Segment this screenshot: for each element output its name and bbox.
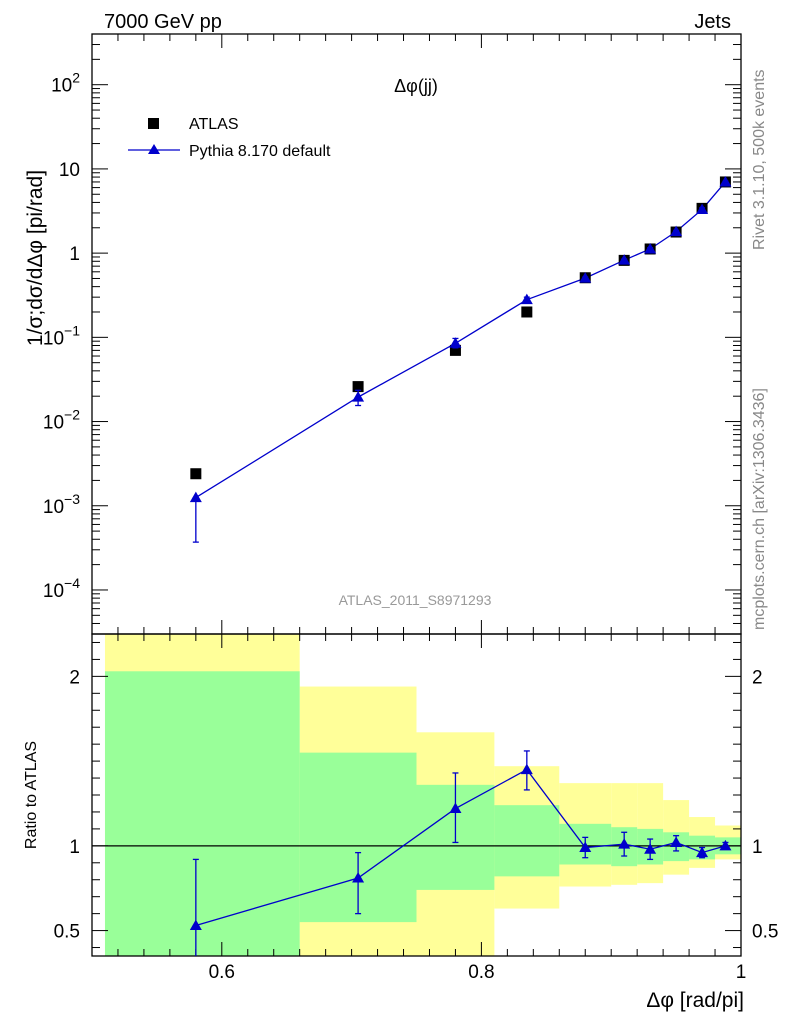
pythia-point-0 [189, 491, 202, 503]
ratio-point-3 [520, 763, 533, 775]
atlas-point-2 [449, 344, 461, 356]
ratio-point-1 [352, 872, 365, 883]
legend-atlas-marker [148, 118, 159, 129]
main-y-tick-label-0: 10−4 [43, 575, 80, 602]
ratio-y-tick-label-left-2: 2 [69, 667, 80, 688]
ratio-point-9 [719, 839, 732, 851]
pythia-point-3 [520, 293, 533, 305]
ratio-y-tick-label-left-0: 0.5 [54, 922, 80, 943]
ratio-point-6 [644, 843, 657, 854]
x-tick-label-2: 1 [736, 962, 747, 983]
main-y-tick-label-4: 1 [69, 244, 80, 265]
ratio-pythia-line [195, 768, 726, 927]
header-left-label: 7000 GeV pp [104, 11, 222, 33]
ratio-point-7 [670, 836, 683, 847]
atlas-point-1 [352, 381, 364, 393]
ratio-point-0 [189, 919, 202, 930]
ratio-band-green-0 [104, 671, 300, 956]
atlas-point-0 [190, 468, 202, 480]
main-y-axis-label: 1/σ;dσ/dΔφ [pi/rad] [24, 170, 47, 346]
main-y-tick-label-3: 10−1 [43, 322, 80, 349]
pythia-point-6 [644, 242, 657, 254]
analysis-watermark: ATLAS_2011_S8971293 [339, 592, 492, 608]
pythia-point-5 [618, 254, 631, 265]
ratio-point-5 [618, 838, 631, 849]
rivet-version-label: Rivet 3.1.10, 500k events [751, 69, 768, 250]
main-plot-title: Δφ(jj) [394, 76, 438, 96]
header-right-label: Jets [694, 11, 731, 33]
ratio-y-tick-label-right-1: 1 [752, 837, 763, 858]
pythia-point-9 [719, 175, 732, 187]
pythia-point-1 [352, 391, 365, 402]
legend-pythia-label: Pythia 8.170 default [189, 143, 331, 160]
pythia-point-8 [696, 203, 709, 214]
x-tick-label-0: 0.6 [209, 962, 235, 983]
ratio-y-tick-label-left-1: 1 [69, 837, 80, 858]
main-y-tick-label-1: 10−3 [43, 491, 80, 518]
ratio-point-4 [579, 841, 592, 853]
mcplots-label: mcplots.cern.ch [arXiv:1306.3436] [751, 388, 768, 630]
pythia-point-2 [449, 337, 462, 348]
legend-pythia-marker [148, 144, 160, 154]
ratio-point-8 [696, 846, 709, 858]
ratio-point-2 [449, 802, 462, 814]
x-tick-label-1: 0.8 [468, 962, 494, 983]
main-y-tick-label-6: 102 [51, 70, 80, 97]
ratio-y-tick-label-right-0: 0.5 [752, 922, 778, 943]
ratio-y-tick-label-right-2: 2 [752, 667, 763, 688]
legend-atlas-label: ATLAS [189, 116, 239, 133]
main-y-tick-label-2: 10−2 [43, 407, 80, 434]
ratio-y-axis-label: Ratio to ATLAS [23, 741, 40, 849]
x-axis-label: Δφ [rad/pi] [646, 989, 744, 1012]
legend: ATLAS Pythia 8.170 default [128, 116, 331, 160]
pythia-point-7 [670, 225, 683, 237]
ratio-band-green-3 [494, 805, 560, 877]
atlas-point-3 [521, 306, 533, 318]
pythia-point-4 [579, 272, 592, 283]
main-y-tick-label-5: 10 [59, 160, 80, 181]
pythia-line [195, 181, 726, 499]
